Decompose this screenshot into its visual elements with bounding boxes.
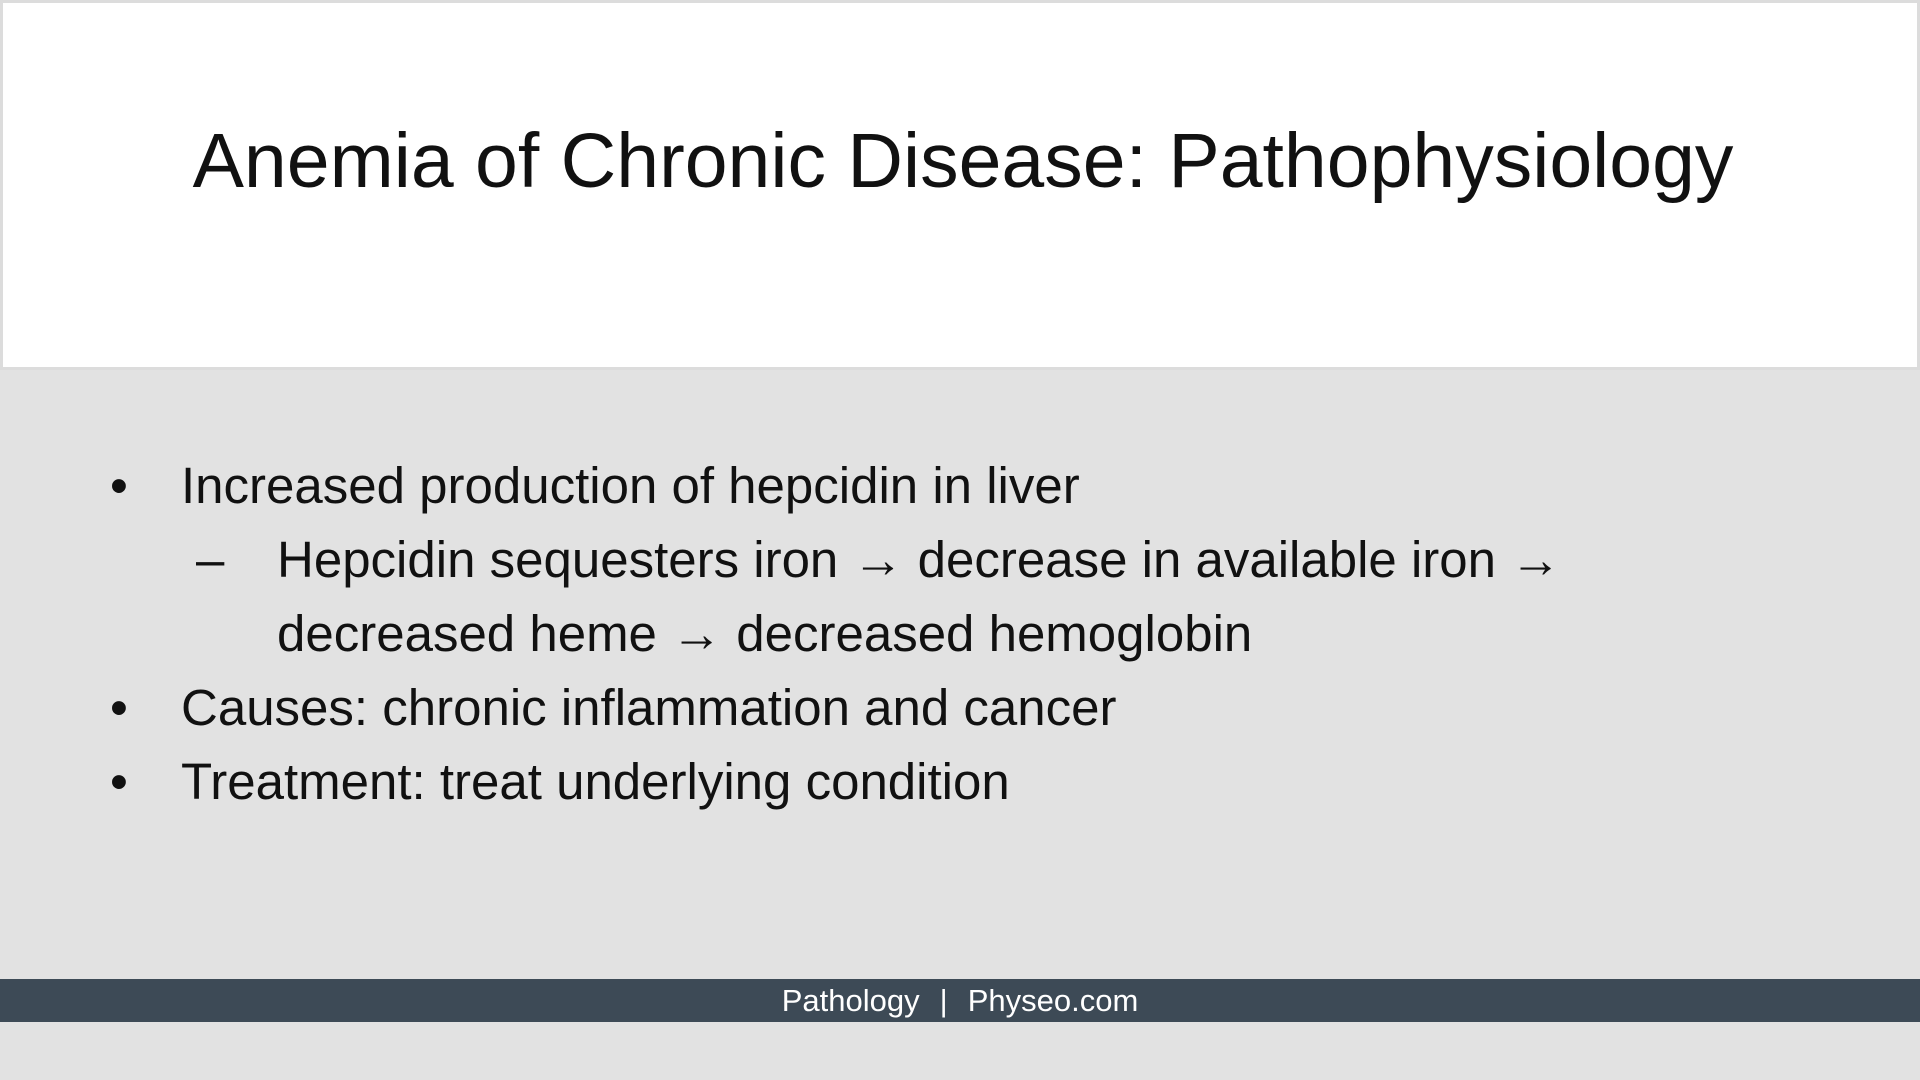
bullet-2-text: Causes: chronic inflammation and cancer bbox=[181, 679, 1117, 736]
sub-bullet-line-2: decreased heme → decreased hemoglobin bbox=[277, 605, 1253, 662]
footer-subject: Pathology bbox=[781, 983, 920, 1018]
title-area: Anemia of Chronic Disease: Pathophysiolo… bbox=[0, 0, 1920, 370]
slide-body: • Increased production of hepcidin in li… bbox=[110, 457, 1562, 810]
sub-bullet-marker: – bbox=[196, 531, 225, 588]
bullet-1-text: Increased production of hepcidin in live… bbox=[181, 457, 1080, 514]
slide-title: Anemia of Chronic Disease: Pathophysiolo… bbox=[192, 118, 1734, 204]
footer-site: Physeo.com bbox=[967, 983, 1139, 1018]
bullet-marker: • bbox=[110, 457, 128, 514]
footer-bar: Pathology | Physeo.com bbox=[0, 979, 1920, 1022]
bullet-3-text: Treatment: treat underlying condition bbox=[181, 753, 1010, 810]
bullet-marker: • bbox=[110, 753, 128, 810]
sub-bullet-line-1: Hepcidin sequesters iron → decrease in a… bbox=[277, 531, 1562, 588]
footer-separator: | bbox=[939, 983, 948, 1018]
bullet-marker: • bbox=[110, 679, 128, 736]
